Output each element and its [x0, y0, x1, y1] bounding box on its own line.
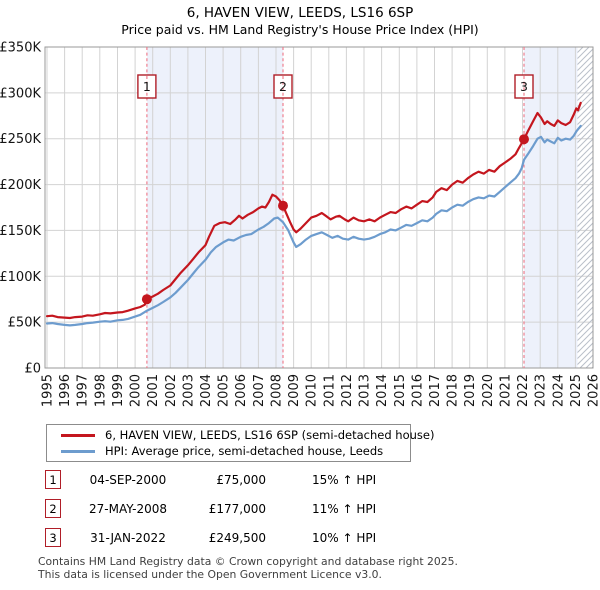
x-tick-label: 2021 — [498, 374, 513, 407]
licence-footer: Contains HM Land Registry data © Crown c… — [38, 555, 458, 581]
x-tick-label: 2011 — [322, 374, 337, 407]
legend-item-property: 6, HAVEN VIEW, LEEDS, LS16 6SP (semi-det… — [47, 427, 434, 443]
x-tick-label: 2018 — [446, 374, 461, 407]
page-title: 6, HAVEN VIEW, LEEDS, LS16 6SP — [186, 5, 414, 21]
shaded-region — [524, 47, 578, 368]
sale-date: 27-MAY-2008 — [88, 502, 167, 516]
x-tick-label: 2000 — [129, 374, 144, 407]
sale-price: £177,000 — [208, 502, 266, 516]
sale-hpi-comparison: 10% ↑ HPI — [312, 531, 377, 545]
sale-number-badge: 3 — [45, 528, 61, 547]
sale-marker-number: 1 — [143, 79, 151, 94]
sale-price: £75,000 — [216, 473, 266, 487]
plot-border — [44, 46, 594, 369]
licence-line-1: Contains HM Land Registry data © Crown c… — [38, 555, 458, 568]
x-tick-label: 1996 — [58, 374, 73, 407]
y-tick-label: £150K — [0, 224, 41, 239]
sale-row-1: 1 04-SEP-2000 £75,000 15% ↑ HPI — [0, 470, 600, 492]
y-tick-label: £350K — [0, 41, 41, 56]
y-tick-label: £300K — [0, 86, 41, 101]
x-tick-label: 2025 — [569, 374, 584, 407]
x-tick-label: 1999 — [111, 374, 126, 407]
legend-label-hpi: HPI: Average price, semi-detached house,… — [105, 444, 384, 458]
sale-marker-number: 3 — [520, 79, 528, 94]
x-tick-label: 2012 — [340, 374, 355, 407]
x-tick-label: 2013 — [358, 374, 373, 407]
y-tick-label: £50K — [8, 316, 42, 331]
sale-marker-number: 2 — [279, 79, 287, 94]
licence-line-2: This data is licensed under the Open Gov… — [38, 567, 382, 581]
sale-price: £249,500 — [208, 531, 266, 545]
sale-number-badge: 1 — [45, 470, 61, 489]
y-tick-label: £100K — [0, 270, 41, 285]
x-tick-label: 2008 — [270, 374, 285, 407]
sale-marker-box — [514, 74, 534, 99]
x-tick-label: 1997 — [76, 374, 91, 407]
hpi-line — [45, 124, 582, 327]
x-tick-label: 2009 — [287, 374, 302, 407]
plot-area-bg — [45, 47, 593, 368]
y-tick-label: £250K — [0, 132, 41, 147]
x-tick-label: 2007 — [252, 374, 267, 407]
y-tick-label: £200K — [0, 178, 41, 193]
legend-item-hpi: HPI: Average price, semi-detached house,… — [47, 443, 410, 459]
sale-marker-box — [273, 74, 293, 99]
x-tick-label: 2016 — [410, 374, 425, 407]
hpi-line-swatch — [61, 449, 95, 453]
page-subtitle: Price paid vs. HM Land Registry's House … — [121, 22, 479, 37]
sale-marker-dot — [278, 200, 288, 211]
x-tick-label: 2001 — [146, 374, 161, 407]
chart-legend: 6, HAVEN VIEW, LEEDS, LS16 6SP (semi-det… — [46, 424, 434, 462]
sale-row-3: 3 31-JAN-2022 £249,500 10% ↑ HPI — [0, 528, 600, 550]
sale-date: 31-JAN-2022 — [90, 531, 166, 545]
x-tick-label: 1998 — [93, 374, 108, 407]
x-tick-label: 2020 — [481, 374, 496, 407]
future-hatch-region — [577, 47, 593, 368]
sale-number-badge: 2 — [45, 499, 61, 518]
property-line-swatch — [61, 433, 95, 437]
x-tick-label: 2003 — [181, 374, 196, 407]
price-chart: 1 2 3 £0 £50K £100K £150K £200K £250K £300K £350K 1… — [0, 41, 600, 408]
x-tick-label: 2006 — [234, 374, 249, 407]
x-tick-label: 2017 — [428, 374, 443, 407]
x-tick-label: 1995 — [41, 374, 56, 407]
legend-label-property: 6, HAVEN VIEW, LEEDS, LS16 6SP (semi-det… — [105, 428, 435, 442]
y-tick-label: £0 — [24, 362, 41, 377]
sale-hpi-comparison: 15% ↑ HPI — [312, 473, 377, 487]
sale-row-2: 2 27-MAY-2008 £177,000 11% ↑ HPI — [0, 499, 600, 521]
sale-marker-dot — [519, 134, 529, 145]
x-tick-label: 2022 — [516, 374, 531, 407]
x-tick-label: 2026 — [587, 374, 600, 407]
x-tick-label: 2024 — [551, 374, 566, 407]
x-tick-label: 2015 — [393, 374, 408, 407]
sale-date: 04-SEP-2000 — [89, 473, 167, 487]
x-tick-label: 2019 — [463, 374, 478, 407]
x-tick-label: 2014 — [375, 374, 390, 407]
x-tick-label: 2004 — [199, 374, 214, 407]
x-tick-label: 2010 — [305, 374, 320, 407]
x-tick-label: 2005 — [217, 374, 232, 407]
sale-marker-dot — [141, 294, 152, 305]
sale-marker-box — [137, 74, 157, 99]
x-tick-label: 2023 — [534, 374, 549, 407]
x-tick-label: 2002 — [164, 374, 179, 407]
sale-hpi-comparison: 11% ↑ HPI — [312, 502, 377, 516]
